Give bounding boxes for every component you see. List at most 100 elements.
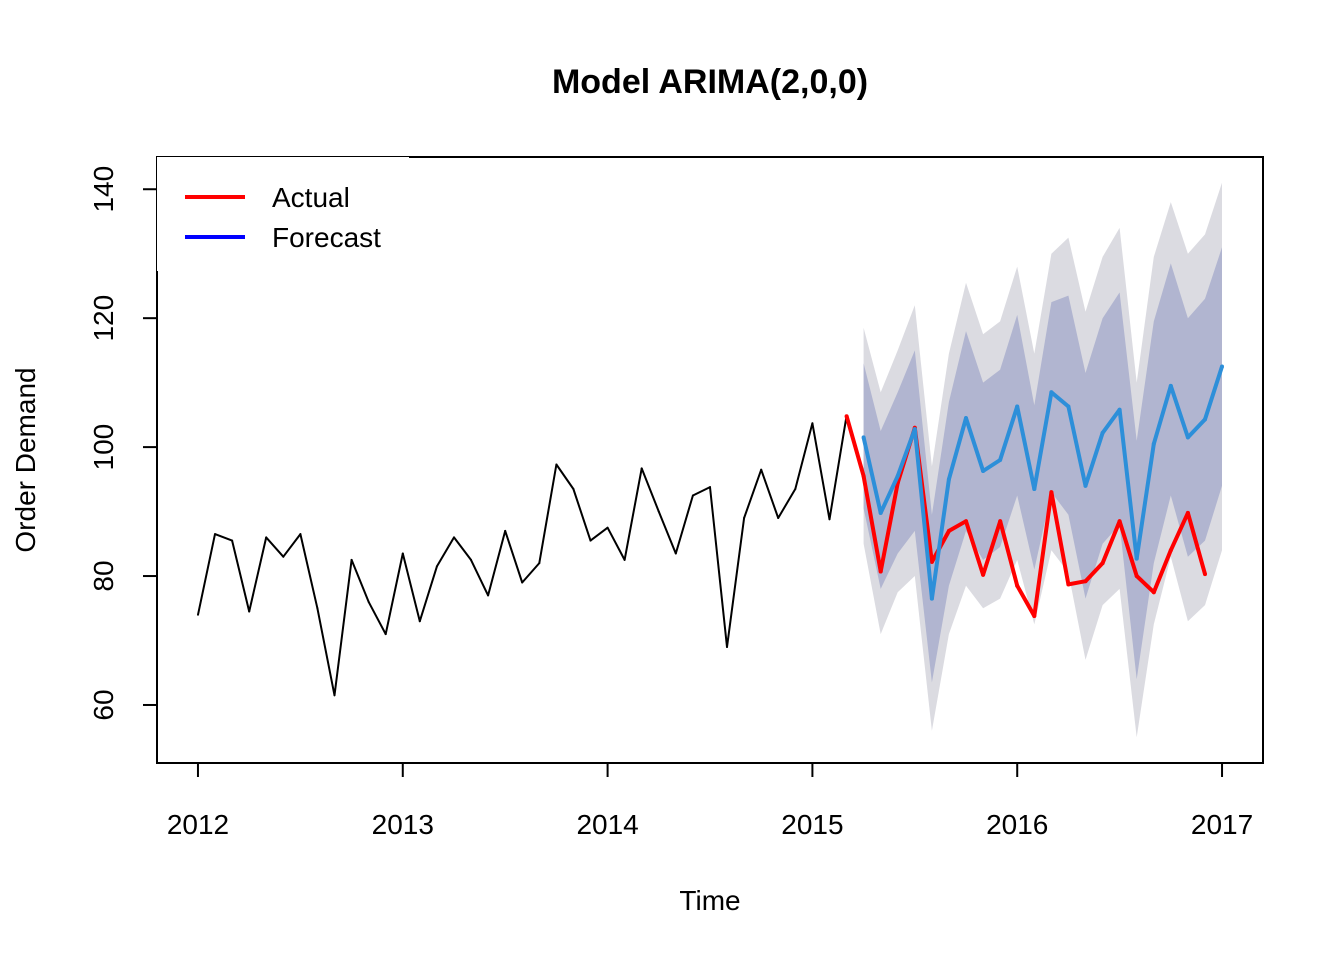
history-point [743, 517, 746, 519]
actual-point [1032, 614, 1037, 618]
forecast-point [1015, 404, 1020, 409]
history-point [709, 486, 711, 489]
plot-area [197, 182, 1224, 738]
forecast-point [946, 477, 951, 482]
actual-point [1015, 583, 1020, 588]
history-point [384, 633, 387, 636]
history-point [538, 562, 541, 565]
x-tick-label: 2012 [167, 809, 229, 840]
history-point [794, 488, 797, 490]
y-axis: 60 80 100 120 140 [88, 166, 158, 721]
actual-point [1185, 510, 1190, 515]
actual-point [947, 528, 951, 533]
x-tick-label: 2013 [372, 809, 434, 840]
x-tick-label: 2014 [576, 809, 638, 840]
actual-point [1168, 548, 1173, 553]
history-point [623, 558, 626, 561]
x-axis-label: Time [679, 885, 740, 916]
forecast-point [964, 416, 968, 421]
forecast-point [878, 510, 883, 515]
history-point [282, 555, 285, 558]
actual-point [861, 474, 866, 479]
forecast-point [1032, 487, 1037, 491]
forecast-point [1185, 435, 1190, 440]
legend-label: Forecast [272, 222, 381, 253]
actual-point [998, 519, 1003, 524]
actual-point [1134, 574, 1139, 578]
x-tick-label: 2016 [986, 809, 1048, 840]
history-point [248, 610, 251, 613]
legend: Actual Forecast [157, 157, 409, 271]
history-point [265, 536, 268, 539]
forecast-point [1066, 404, 1071, 409]
history-point [487, 594, 490, 597]
history-point [470, 558, 472, 561]
history-series-line [197, 416, 848, 697]
history-point [691, 494, 694, 497]
forecast-point [861, 435, 866, 440]
history-point [299, 533, 302, 536]
actual-point [1083, 579, 1088, 584]
history-point [316, 607, 319, 610]
history-point [572, 488, 575, 490]
y-tick-label: 80 [88, 560, 119, 591]
actual-point [1066, 582, 1071, 587]
forecast-point [1220, 364, 1224, 369]
forecast-point [1083, 483, 1088, 488]
actual-point [964, 519, 968, 524]
legend-box [157, 157, 409, 271]
forecast-point [1151, 441, 1156, 446]
forecast-point [1049, 390, 1054, 395]
history-point [640, 467, 643, 470]
history-point [231, 539, 234, 542]
prediction-band-80 [863, 247, 1222, 683]
history-point [589, 539, 592, 542]
history-point [555, 463, 558, 466]
forecast-point [895, 474, 900, 479]
history-point [350, 558, 353, 561]
history-point [760, 468, 763, 471]
actual-point [929, 559, 934, 564]
y-tick-label: 100 [88, 424, 119, 471]
history-point [453, 536, 455, 539]
forecast-point [998, 458, 1003, 462]
history-point [418, 620, 421, 623]
history-point [674, 552, 677, 555]
y-tick-label: 60 [88, 689, 119, 720]
x-tick-label: 2017 [1191, 809, 1253, 840]
history-point [657, 510, 660, 513]
history-point [521, 581, 524, 584]
history-point [435, 565, 438, 568]
x-tick-label: 2015 [781, 809, 843, 840]
history-point [811, 422, 814, 425]
history-point [401, 552, 404, 555]
actual-point [1049, 490, 1054, 495]
legend-label: Actual [272, 182, 350, 213]
y-axis-label: Order Demand [10, 367, 41, 552]
actual-point [1203, 572, 1207, 577]
history-point [726, 646, 728, 648]
history-point [828, 518, 831, 521]
forecast-point [1117, 407, 1122, 412]
y-tick-label: 140 [88, 166, 119, 213]
x-axis: 2012 2013 2014 2015 2016 2017 [167, 762, 1253, 840]
forecast-point [1168, 383, 1173, 388]
history-point [214, 533, 216, 536]
history-point [333, 694, 336, 697]
forecast-point [1100, 430, 1105, 435]
actual-point [1151, 590, 1156, 595]
forecast-series-line [861, 365, 1224, 601]
actual-point [878, 569, 883, 574]
forecast-point [981, 469, 986, 473]
history-point [606, 526, 609, 529]
forecast-point [929, 596, 934, 601]
history-point [504, 529, 507, 532]
forecast-point [1203, 417, 1207, 422]
actual-point [1117, 519, 1122, 524]
history-point [197, 613, 199, 616]
actual-point [981, 572, 986, 577]
history-point [367, 600, 370, 603]
actual-point [1100, 561, 1105, 566]
forecast-point [1134, 556, 1139, 561]
